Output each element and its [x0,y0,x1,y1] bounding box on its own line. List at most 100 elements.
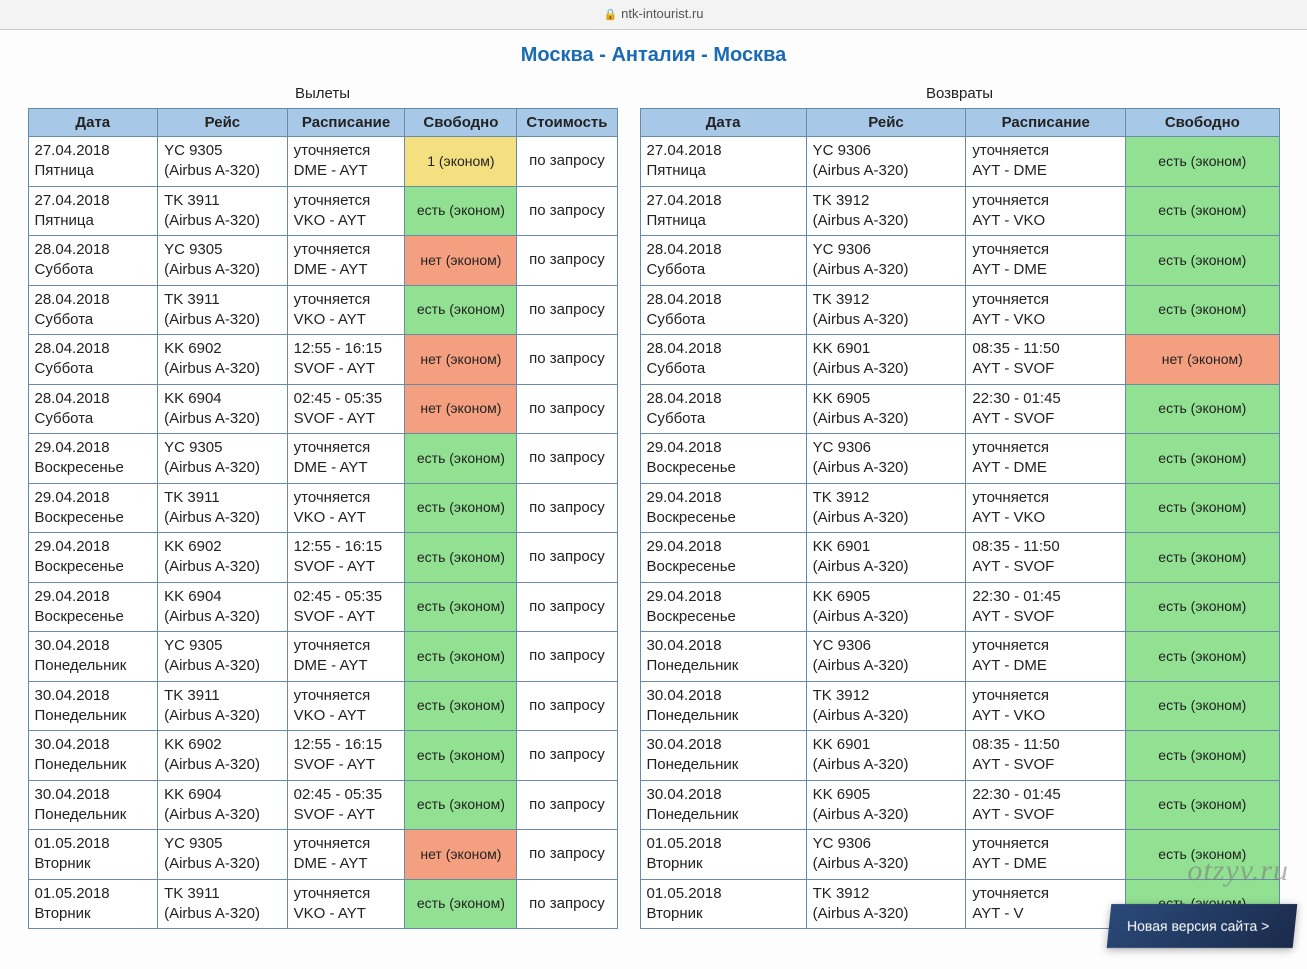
cell-availability[interactable]: нет (эконом) [405,236,517,286]
cell-flight: KK 6904(Airbus A-320) [158,780,288,830]
column-header: Расписание [966,109,1126,137]
cell-availability[interactable]: есть (эконом) [1126,186,1279,236]
cell-schedule: 12:55 - 16:15SVOF - AYT [287,335,405,385]
cell-flight: KK 6902(Airbus A-320) [158,731,288,781]
column-header: Рейс [158,109,288,137]
cell-date: 01.05.2018Вторник [640,879,806,929]
cell-cost[interactable]: по запросу [517,285,617,335]
cell-schedule: 08:35 - 11:50AYT - SVOF [966,533,1126,583]
departures-title: Вылеты [28,83,618,108]
new-version-button[interactable]: Новая версия сайта > [1106,904,1297,948]
cell-schedule: уточняетсяAYT - VKO [966,186,1126,236]
cell-schedule: уточняетсяDME - AYT [287,236,405,286]
cell-availability[interactable]: есть (эконом) [405,533,517,583]
cell-cost[interactable]: по запросу [517,731,617,781]
cell-availability[interactable]: нет (эконом) [1126,335,1279,385]
cell-availability[interactable]: есть (эконом) [405,632,517,682]
cell-availability[interactable]: есть (эконом) [1126,483,1279,533]
cell-schedule: уточняетсяVKO - AYT [287,483,405,533]
table-row: 28.04.2018СубботаTK 3911(Airbus A-320)ут… [28,285,617,335]
cell-cost[interactable]: по запросу [517,137,617,187]
cell-date: 30.04.2018Понедельник [640,681,806,731]
cell-availability[interactable]: есть (эконом) [405,780,517,830]
cell-flight: KK 6904(Airbus A-320) [158,384,288,434]
cell-availability[interactable]: есть (эконом) [405,483,517,533]
table-row: 30.04.2018ПонедельникYC 9305(Airbus A-32… [28,632,617,682]
cell-availability[interactable]: есть (эконом) [1126,236,1279,286]
cell-date: 27.04.2018Пятница [28,137,158,187]
cell-cost[interactable]: по запросу [517,879,617,929]
cell-flight: YC 9306(Airbus A-320) [806,830,966,880]
cell-availability[interactable]: есть (эконом) [405,681,517,731]
cell-date: 01.05.2018Вторник [28,879,158,929]
table-row: 28.04.2018СубботаKK 6901(Airbus A-320)08… [640,335,1279,385]
cell-availability[interactable]: есть (эконом) [405,731,517,781]
cell-flight: TK 3912(Airbus A-320) [806,879,966,929]
cell-flight: YC 9305(Airbus A-320) [158,236,288,286]
cell-flight: KK 6905(Airbus A-320) [806,780,966,830]
cell-schedule: 08:35 - 11:50AYT - SVOF [966,731,1126,781]
cell-flight: TK 3911(Airbus A-320) [158,186,288,236]
cell-availability[interactable]: нет (эконом) [405,384,517,434]
returns-column: Возвраты ДатаРейсРасписаниеСвободно 27.0… [640,83,1280,929]
cell-cost[interactable]: по запросу [517,780,617,830]
cell-date: 28.04.2018Суббота [28,285,158,335]
cell-schedule: 02:45 - 05:35SVOF - AYT [287,582,405,632]
cell-cost[interactable]: по запросу [517,632,617,682]
cell-availability[interactable]: нет (эконом) [405,830,517,880]
cell-cost[interactable]: по запросу [517,434,617,484]
cell-schedule: 02:45 - 05:35SVOF - AYT [287,780,405,830]
cell-flight: YC 9305(Airbus A-320) [158,434,288,484]
cell-availability[interactable]: 1 (эконом) [405,137,517,187]
cell-cost[interactable]: по запросу [517,335,617,385]
table-row: 29.04.2018ВоскресеньеKK 6904(Airbus A-32… [28,582,617,632]
cell-availability[interactable]: есть (эконом) [405,582,517,632]
table-row: 30.04.2018ПонедельникKK 6904(Airbus A-32… [28,780,617,830]
cell-availability[interactable]: нет (эконом) [405,335,517,385]
cell-schedule: 02:45 - 05:35SVOF - AYT [287,384,405,434]
cell-availability[interactable]: есть (эконом) [1126,830,1279,880]
cell-flight: KK 6905(Airbus A-320) [806,582,966,632]
cell-schedule: уточняетсяVKO - AYT [287,186,405,236]
cell-availability[interactable]: есть (эконом) [405,285,517,335]
cell-date: 27.04.2018Пятница [640,186,806,236]
cell-cost[interactable]: по запросу [517,533,617,583]
cell-flight: KK 6902(Airbus A-320) [158,533,288,583]
cell-date: 30.04.2018Понедельник [28,632,158,682]
cell-availability[interactable]: есть (эконом) [1126,780,1279,830]
table-row: 01.05.2018ВторникYC 9305(Airbus A-320)ут… [28,830,617,880]
cell-schedule: уточняетсяDME - AYT [287,632,405,682]
cell-availability[interactable]: есть (эконом) [405,186,517,236]
cell-schedule: уточняетсяVKO - AYT [287,879,405,929]
cell-availability[interactable]: есть (эконом) [1126,384,1279,434]
cell-availability[interactable]: есть (эконом) [1126,533,1279,583]
cell-availability[interactable]: есть (эконом) [405,879,517,929]
returns-title: Возвраты [640,83,1280,108]
cell-cost[interactable]: по запросу [517,830,617,880]
cell-availability[interactable]: есть (эконом) [1126,285,1279,335]
cell-availability[interactable]: есть (эконом) [405,434,517,484]
cell-date: 29.04.2018Воскресенье [640,483,806,533]
cell-availability[interactable]: есть (эконом) [1126,681,1279,731]
cell-cost[interactable]: по запросу [517,582,617,632]
cell-availability[interactable]: есть (эконом) [1126,434,1279,484]
table-row: 28.04.2018СубботаTK 3912(Airbus A-320)ут… [640,285,1279,335]
returns-table: ДатаРейсРасписаниеСвободно 27.04.2018Пят… [640,108,1280,929]
table-row: 27.04.2018ПятницаTK 3911(Airbus A-320)ут… [28,186,617,236]
cell-cost[interactable]: по запросу [517,384,617,434]
cell-schedule: уточняетсяDME - AYT [287,434,405,484]
cell-flight: TK 3912(Airbus A-320) [806,483,966,533]
cell-cost[interactable]: по запросу [517,236,617,286]
cell-date: 28.04.2018Суббота [28,236,158,286]
cell-availability[interactable]: есть (эконом) [1126,632,1279,682]
cell-cost[interactable]: по запросу [517,681,617,731]
cell-cost[interactable]: по запросу [517,186,617,236]
cell-flight: KK 6902(Airbus A-320) [158,335,288,385]
cell-availability[interactable]: есть (эконом) [1126,731,1279,781]
cell-date: 28.04.2018Суббота [640,236,806,286]
cell-schedule: уточняетсяVKO - AYT [287,681,405,731]
cell-cost[interactable]: по запросу [517,483,617,533]
cell-availability[interactable]: есть (эконом) [1126,582,1279,632]
cell-availability[interactable]: есть (эконом) [1126,137,1279,187]
cell-schedule: 22:30 - 01:45AYT - SVOF [966,780,1126,830]
